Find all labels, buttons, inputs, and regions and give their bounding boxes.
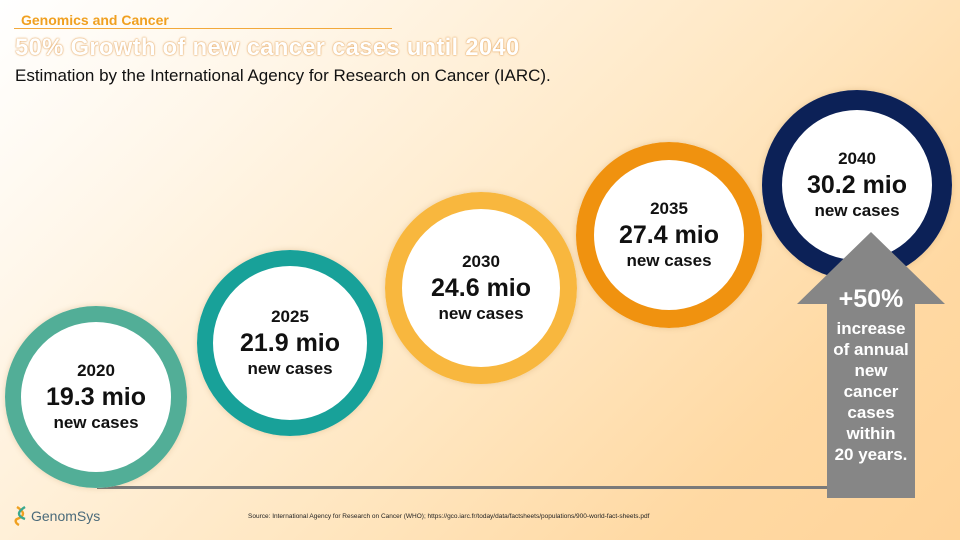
milestone-value: 27.4 mio [618,221,720,249]
milestone-year: 2020 [77,361,115,380]
dna-logo-icon [14,506,26,526]
milestone-ring: 2020 19.3 mio new cases [5,306,187,488]
callout-line: cases [847,403,895,422]
milestone-2025: 2025 21.9 mio new cases [197,250,383,436]
section-divider [14,28,392,29]
callout-line: new [854,361,888,380]
milestone-value: 19.3 mio [45,383,147,411]
milestone-year: 2030 [462,252,500,271]
milestone-2030: 2030 24.6 mio new cases [385,192,577,384]
callout-line: within [846,424,896,443]
milestone-unit: new cases [626,251,712,270]
callout-line: of annual [833,340,909,359]
growth-percentage: +50% [838,285,904,313]
page-subtitle: Estimation by the International Agency f… [15,66,551,85]
milestone-2035: 2035 27.4 mio new cases [576,142,762,328]
milestone-unit: new cases [438,304,524,323]
page-title: 50% Growth of new cancer cases until 204… [15,34,520,61]
milestone-value: 24.6 mio [430,274,532,302]
callout-line: increase [836,319,906,338]
milestone-value: 30.2 mio [806,171,908,199]
milestone-unit: new cases [247,359,333,378]
milestone-unit: new cases [814,201,900,220]
timeline-baseline [97,486,857,489]
company-logo: GenomSys [14,506,100,526]
milestone-ring: 2025 21.9 mio new cases [197,250,383,436]
section-label: Genomics and Cancer [21,12,169,28]
milestone-value: 21.9 mio [239,329,341,357]
milestone-year: 2025 [271,307,309,326]
milestone-ring: 2035 27.4 mio new cases [576,142,762,328]
milestone-2040: 2040 30.2 mio new cases [762,90,952,280]
milestone-ring: 2030 24.6 mio new cases [385,192,577,384]
callout-line: cancer [843,382,899,401]
source-citation: Source: International Agency for Researc… [248,513,650,520]
logo-text: GenomSys [31,508,101,524]
growth-arrow-icon [797,232,945,498]
milestone-year: 2040 [838,149,876,168]
milestone-year: 2035 [650,199,688,218]
growth-callout: +50% increase of annual new cancer cases… [825,284,917,465]
milestone-2020: 2020 19.3 mio new cases [5,306,187,488]
milestone-unit: new cases [53,413,139,432]
callout-line: 20 years. [834,445,908,464]
